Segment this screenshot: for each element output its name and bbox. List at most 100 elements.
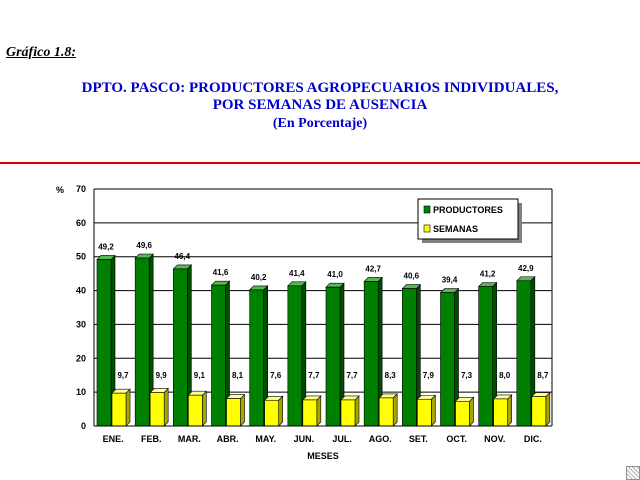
bar-face	[211, 284, 226, 427]
bar-face	[493, 398, 508, 427]
bar-semanas	[378, 393, 398, 427]
bar-side	[163, 387, 169, 427]
bar-face	[96, 259, 112, 427]
bar-face	[264, 399, 279, 427]
bar-face	[173, 268, 188, 427]
bar-productores	[287, 281, 307, 427]
chart-title-line-1: DPTO. PASCO: PRODUCTORES AGROPECUARIOS I…	[81, 80, 559, 96]
x-tick-label: DIC.	[524, 434, 542, 444]
bar-semanas	[492, 394, 513, 427]
bar-face	[402, 288, 417, 427]
bar-semanas	[416, 394, 437, 427]
bar-semanas	[187, 390, 208, 427]
y-tick-label: 20	[76, 353, 86, 363]
data-label-productores: 41,6	[213, 268, 229, 277]
data-label-semanas: 8,3	[385, 371, 397, 380]
chart-title-line-2: POR SEMANAS DE AUSENCIA	[212, 97, 428, 113]
data-label-productores: 42,7	[365, 264, 381, 273]
bar-face	[440, 292, 455, 427]
bar-side	[125, 388, 131, 427]
bar-semanas	[340, 395, 360, 427]
y-tick-label: 70	[76, 184, 86, 194]
y-tick-label: 40	[76, 286, 86, 296]
bar-face	[325, 286, 341, 427]
data-label-semanas: 8,0	[499, 371, 511, 380]
data-label-productores: 49,2	[98, 242, 114, 251]
bar-face	[302, 399, 318, 427]
legend-swatch-semanas	[423, 224, 431, 233]
bar-face	[478, 286, 493, 427]
data-label-productores: 41,0	[327, 270, 343, 279]
legend	[417, 198, 522, 243]
data-label-semanas: 7,3	[461, 371, 473, 380]
bar-face	[149, 392, 165, 427]
bar-side	[278, 395, 283, 427]
bar-side	[202, 390, 207, 427]
x-tick-label: AGO.	[369, 434, 392, 444]
data-label-productores: 40,2	[251, 273, 267, 282]
data-label-semanas: 9,1	[194, 371, 206, 380]
x-tick-label: NOV.	[484, 434, 505, 444]
bar-side	[507, 394, 512, 427]
x-tick-label: SET.	[409, 434, 428, 444]
bar-productores	[96, 254, 116, 427]
y-tick-label: 10	[76, 387, 86, 397]
bar-semanas	[531, 391, 551, 427]
x-tick-label: OCT.	[446, 434, 467, 444]
bar-semanas	[149, 387, 169, 427]
bar-side	[392, 393, 398, 427]
resize-grip-icon	[626, 466, 640, 480]
x-tick-label: ABR.	[217, 434, 239, 444]
bar-semanas	[225, 393, 246, 427]
y-tick-label: 50	[76, 252, 86, 262]
figure-caption: Gráfico 1.8:	[6, 45, 76, 60]
legend-label-semanas: SEMANAS	[433, 224, 478, 234]
data-label-semanas: 7,6	[270, 371, 282, 380]
data-label-semanas: 7,7	[308, 371, 320, 380]
bar-face	[111, 392, 127, 427]
x-tick-label: JUL.	[332, 434, 352, 444]
data-label-semanas: 7,7	[346, 371, 358, 380]
data-label-productores: 40,6	[404, 272, 420, 281]
legend-swatch-productores	[423, 205, 431, 214]
bar-productores	[325, 282, 345, 427]
y-tick-label: 60	[76, 218, 86, 228]
bar-side	[316, 395, 322, 427]
bar-productores	[516, 276, 536, 427]
bar-face	[417, 398, 432, 427]
bar-productores	[439, 287, 460, 427]
bar-face	[340, 399, 356, 427]
legend-label-productores: PRODUCTORES	[433, 205, 503, 215]
x-tick-label: ENE.	[103, 434, 124, 444]
bar-side	[240, 393, 245, 427]
bar-side	[431, 394, 436, 427]
bar-productores	[172, 264, 193, 427]
bar-face	[531, 396, 547, 427]
data-label-productores: 41,4	[289, 269, 305, 278]
bar-face	[249, 289, 264, 427]
data-label-semanas: 9,7	[117, 371, 129, 380]
y-tick-label: 0	[81, 421, 86, 431]
y-tick-label: 30	[76, 319, 86, 329]
red-divider	[0, 162, 640, 164]
x-axis-label: MESES	[307, 451, 339, 461]
data-label-semanas: 9,9	[156, 371, 168, 380]
data-label-semanas: 8,1	[232, 371, 244, 380]
bar-face	[455, 400, 470, 427]
bar-productores	[401, 283, 422, 427]
bar-face	[134, 257, 150, 427]
data-label-productores: 42,9	[518, 264, 534, 273]
bar-side	[469, 396, 474, 427]
bar-semanas	[302, 395, 322, 427]
x-tick-label: FEB.	[141, 434, 162, 444]
data-label-productores: 41,2	[480, 270, 496, 279]
data-label-semanas: 8,7	[537, 371, 549, 380]
bar-face	[188, 394, 203, 427]
bar-face	[516, 280, 532, 427]
bar-face	[378, 397, 394, 427]
bar-face	[287, 285, 303, 427]
bar-semanas	[263, 395, 284, 427]
bar-face	[363, 281, 379, 427]
bar-face	[226, 398, 241, 427]
